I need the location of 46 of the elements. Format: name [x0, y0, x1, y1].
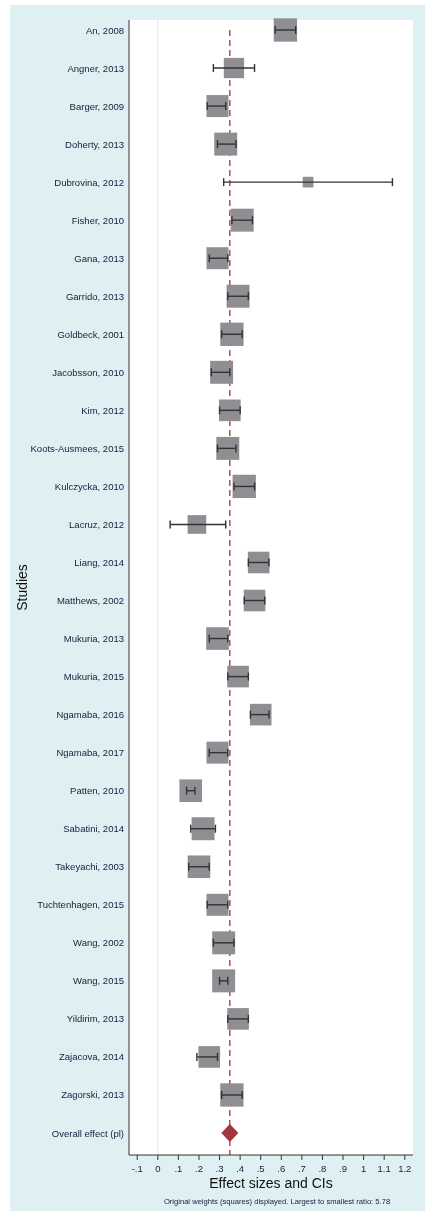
y-tick-label: Dubrovina, 2012	[54, 176, 124, 188]
x-tick-label: .6	[277, 1163, 286, 1174]
y-tick-label: Lacruz, 2012	[69, 518, 124, 530]
x-tick-label: 1.2	[398, 1163, 412, 1174]
x-tick-label: 1	[360, 1163, 367, 1174]
y-tick-label: Doherty, 2013	[65, 138, 124, 150]
y-tick-label: Mukuria, 2015	[63, 671, 124, 683]
y-tick-label: Garrido, 2013	[65, 290, 124, 302]
y-tick-label: Gana, 2013	[74, 252, 124, 264]
y-tick-label: Tuchtenhagen, 2015	[37, 899, 124, 911]
y-tick-label: Angner, 2013	[67, 62, 124, 74]
y-tick-label: Wang, 2002	[73, 937, 124, 949]
y-tick-label: Overall effect (pl)	[51, 1127, 124, 1139]
y-tick-label: Fisher, 2010	[71, 214, 124, 226]
y-tick-label: Liang, 2014	[74, 556, 124, 568]
y-tick-label: Wang, 2015	[73, 975, 124, 987]
y-tick-label: Kulczycka, 2010	[54, 480, 124, 492]
y-tick-label: An, 2008	[85, 24, 124, 36]
x-tick-label: .1	[174, 1163, 183, 1174]
x-axis-title: Effect sizes and CIs	[209, 1175, 333, 1191]
x-tick-label: -.1	[131, 1163, 143, 1174]
y-tick-label: Ngamaba, 2017	[56, 747, 124, 759]
x-tick-label: 0	[155, 1163, 161, 1174]
x-tick-label: .4	[236, 1163, 245, 1174]
x-tick-label: 1.1	[377, 1163, 391, 1174]
y-tick-label: Koots-Ausmees, 2015	[30, 442, 124, 454]
y-tick-label: Kim, 2012	[81, 404, 124, 416]
y-tick-label: Barger, 2009	[69, 100, 124, 112]
x-tick-label: .2	[195, 1163, 203, 1174]
x-tick-label: .8	[318, 1163, 327, 1174]
x-tick-label: .5	[256, 1163, 265, 1174]
y-tick-label: Patten, 2010	[70, 785, 124, 797]
y-tick-label: Sabatini, 2014	[63, 823, 124, 835]
x-tick-label: .9	[339, 1163, 347, 1174]
y-tick-label: Yildirim, 2013	[66, 1013, 124, 1025]
y-tick-label: Goldbeck, 2001	[57, 328, 124, 340]
y-tick-label: Jacobsson, 2010	[52, 366, 124, 378]
y-tick-label: Mukuria, 2013	[63, 633, 124, 645]
x-tick-label: .3	[215, 1163, 224, 1174]
y-tick-label: Ngamaba, 2016	[56, 709, 124, 721]
y-tick-label: Matthews, 2002	[56, 595, 124, 607]
y-tick-label: Takeyachi, 2003	[55, 861, 124, 873]
y-axis-title: Studies	[14, 564, 30, 611]
x-tick-label: .7	[297, 1163, 306, 1174]
y-tick-label: Zajacova, 2014	[59, 1051, 124, 1063]
y-tick-label: Zagorski, 2013	[61, 1089, 124, 1101]
